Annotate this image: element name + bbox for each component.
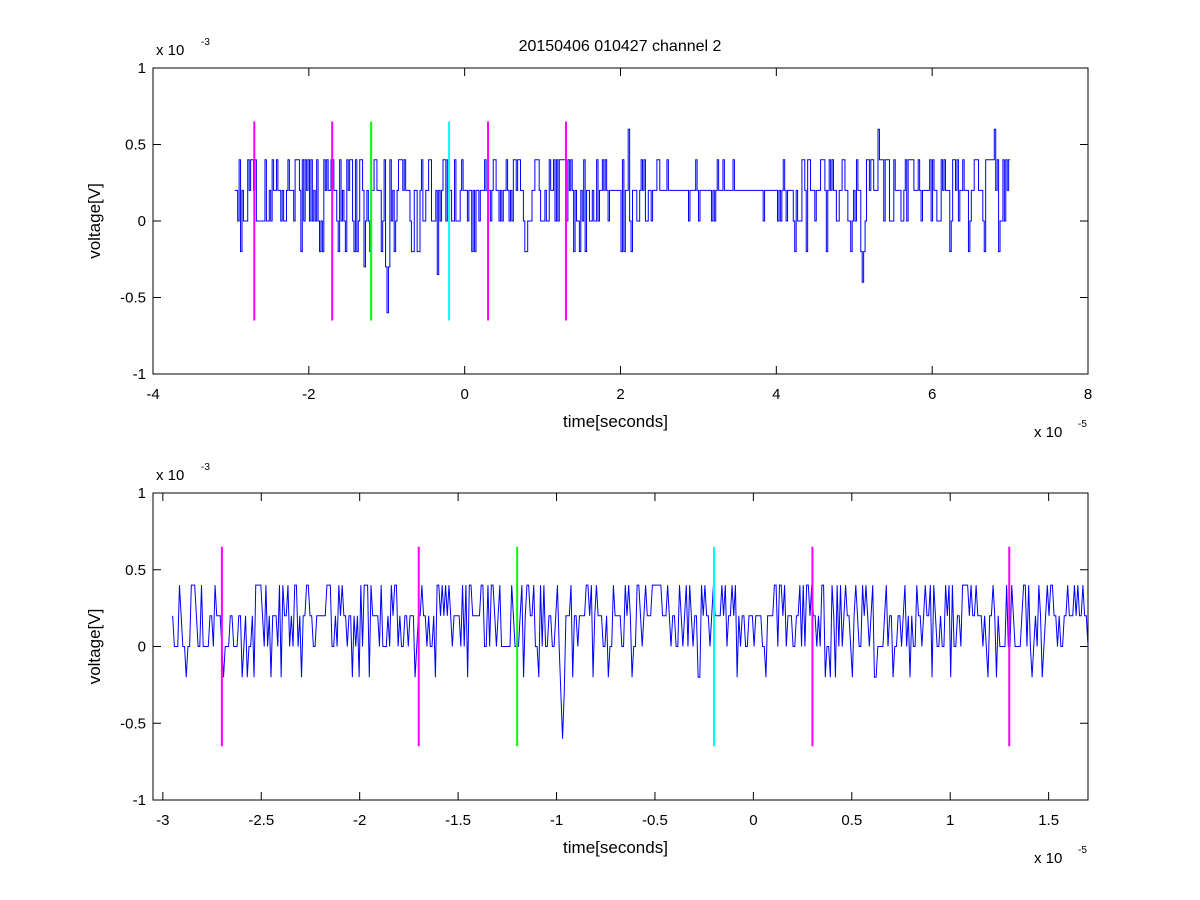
x-tick-label: 0 bbox=[749, 812, 757, 829]
x-tick-label: -2 bbox=[353, 812, 366, 829]
y-tick-label: 0 bbox=[138, 213, 146, 230]
y-tick-label: -1 bbox=[133, 792, 146, 809]
x-tick-label: -2.5 bbox=[248, 812, 274, 829]
x-axis-label: time[seconds] bbox=[563, 838, 668, 857]
y-exponent: -3 bbox=[201, 462, 210, 473]
x-multiplier: x 10 bbox=[1034, 850, 1062, 867]
y-tick-label: 0 bbox=[138, 639, 146, 656]
x-tick-label: 2 bbox=[616, 386, 624, 403]
y-tick-label: -1 bbox=[133, 366, 146, 383]
x-tick-label: -0.5 bbox=[642, 812, 668, 829]
x-tick-label: -3 bbox=[156, 812, 169, 829]
figure-title: 20150406 010427 channel 2 bbox=[519, 38, 722, 55]
x-tick-label: 1.5 bbox=[1038, 812, 1059, 829]
x-tick-label: 0.5 bbox=[841, 812, 862, 829]
x-tick-label: -4 bbox=[146, 386, 159, 403]
y-multiplier: x 10 bbox=[156, 42, 184, 59]
y-axis-label: voltage[V] bbox=[85, 183, 104, 259]
x-tick-label: -2 bbox=[302, 386, 315, 403]
signal-line bbox=[172, 584, 1089, 739]
x-tick-label: 4 bbox=[772, 386, 780, 403]
x-exponent: -5 bbox=[1078, 845, 1087, 856]
y-multiplier: x 10 bbox=[156, 467, 184, 484]
y-tick-label: -0.5 bbox=[120, 290, 146, 307]
x-tick-label: 8 bbox=[1084, 386, 1092, 403]
x-exponent: -5 bbox=[1078, 419, 1087, 430]
x-axis-label: time[seconds] bbox=[563, 412, 668, 431]
y-tick-label: 0.5 bbox=[125, 137, 146, 154]
x-tick-label: -1.5 bbox=[445, 812, 471, 829]
y-tick-label: 1 bbox=[138, 60, 146, 77]
y-tick-label: 0.5 bbox=[125, 562, 146, 579]
x-tick-label: 1 bbox=[946, 812, 954, 829]
y-exponent: -3 bbox=[201, 37, 210, 48]
subplot-top: -4 -2 0 2 4 6 8 -1 -0.5 0 0.5 1 time[seconds] voltage… bbox=[85, 37, 1092, 441]
x-multiplier: x 10 bbox=[1034, 424, 1062, 441]
subplot-bottom: -3 -2.5 -2 -1.5 -1 -0.5 0 0.5 1 1.5 -1 -0.5 0 0.5 1 tim… bbox=[85, 462, 1089, 867]
y-tick-label: 1 bbox=[138, 485, 146, 502]
y-tick-label: -0.5 bbox=[120, 715, 146, 732]
y-axis-label: voltage[V] bbox=[85, 609, 104, 685]
x-tick-label: -1 bbox=[550, 812, 563, 829]
x-tick-label: 6 bbox=[928, 386, 936, 403]
x-tick-label: 0 bbox=[460, 386, 468, 403]
signal-line bbox=[234, 128, 1011, 314]
